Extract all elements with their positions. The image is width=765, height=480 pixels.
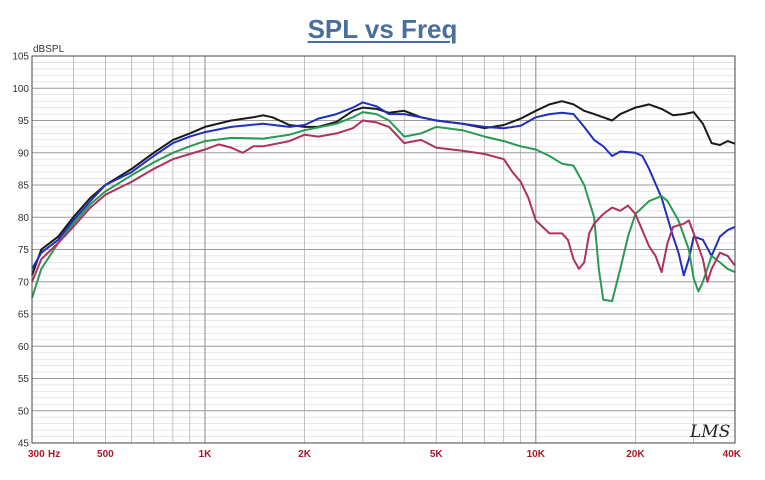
series-line-3 [31, 111, 736, 303]
y-tick-labels: 45 50 55 60 65 70 75 80 85 90 95 100 105 [12, 52, 29, 450]
x-tick-label: 5K [430, 449, 444, 460]
y-tick-label: 65 [18, 310, 30, 321]
y-tick-label: 45 [18, 439, 30, 450]
y-tick-label: 85 [18, 181, 30, 192]
x-tick-label: 500 [97, 449, 114, 460]
x-axis-unit: Hz [48, 449, 60, 460]
x-tick-label: 20K [626, 449, 645, 460]
x-tick-label: 300 [28, 449, 45, 460]
y-tick-label: 95 [18, 116, 30, 127]
series-line-2 [31, 101, 736, 277]
y-tick-label: 50 [18, 406, 30, 417]
y-tick-label: 105 [12, 52, 29, 63]
plot-frame [31, 55, 736, 444]
chart-title: SPL vs Freq [307, 14, 458, 44]
x-tick-label: 10K [527, 449, 546, 460]
series-layer [31, 100, 736, 303]
x-tick-labels: 300 500 1K 2K 5K 10K 20K 40K [28, 449, 742, 460]
y-tick-label: 80 [18, 213, 30, 224]
x-tick-label: 40K [723, 449, 742, 460]
y-tick-label: 55 [18, 374, 30, 385]
y-tick-label: 100 [12, 84, 29, 95]
y-axis-label: dBSPL [33, 44, 65, 55]
watermark-lms: LMS [689, 422, 730, 442]
x-tick-label: 1K [199, 449, 213, 460]
series-line-4 [31, 119, 736, 283]
y-tick-label: 60 [18, 342, 30, 353]
y-tick-label: 70 [18, 277, 30, 288]
y-tick-label: 90 [18, 148, 30, 159]
y-tick-label: 75 [18, 245, 30, 256]
x-tick-label: 2K [298, 449, 312, 460]
